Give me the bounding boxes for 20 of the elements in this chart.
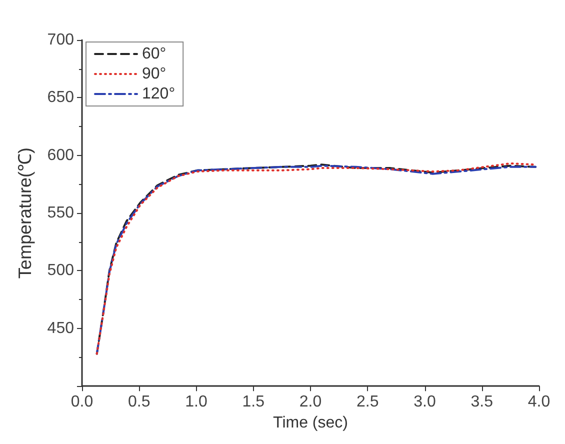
x-tick-label: 1.5 [242,394,265,411]
y-tick-label: 500 [47,262,74,280]
x-tick-label: 0.0 [70,394,94,411]
x-tick-label: 0.5 [128,394,150,411]
x-tick-label: 3.0 [414,394,436,411]
x-tick-label: 1.0 [185,394,208,411]
y-axis-title: Temperature(℃) [15,148,35,279]
y-tick-label: 550 [47,204,74,222]
y-tick-label: 650 [47,89,74,106]
y-tick-label: 600 [47,146,74,164]
x-axis-title: Time (sec) [273,414,348,432]
legend-label: 60° [142,46,166,62]
y-tick-label: 450 [47,320,74,337]
x-tick-label: 4.0 [528,394,550,411]
x-tick-label: 2.5 [356,394,379,411]
y-tick-label: 700 [47,32,74,48]
x-tick-label: 3.5 [470,394,494,411]
legend-label: 90° [142,66,166,82]
legend-label: 120° [142,86,176,102]
x-tick-label: 2.0 [299,394,322,411]
